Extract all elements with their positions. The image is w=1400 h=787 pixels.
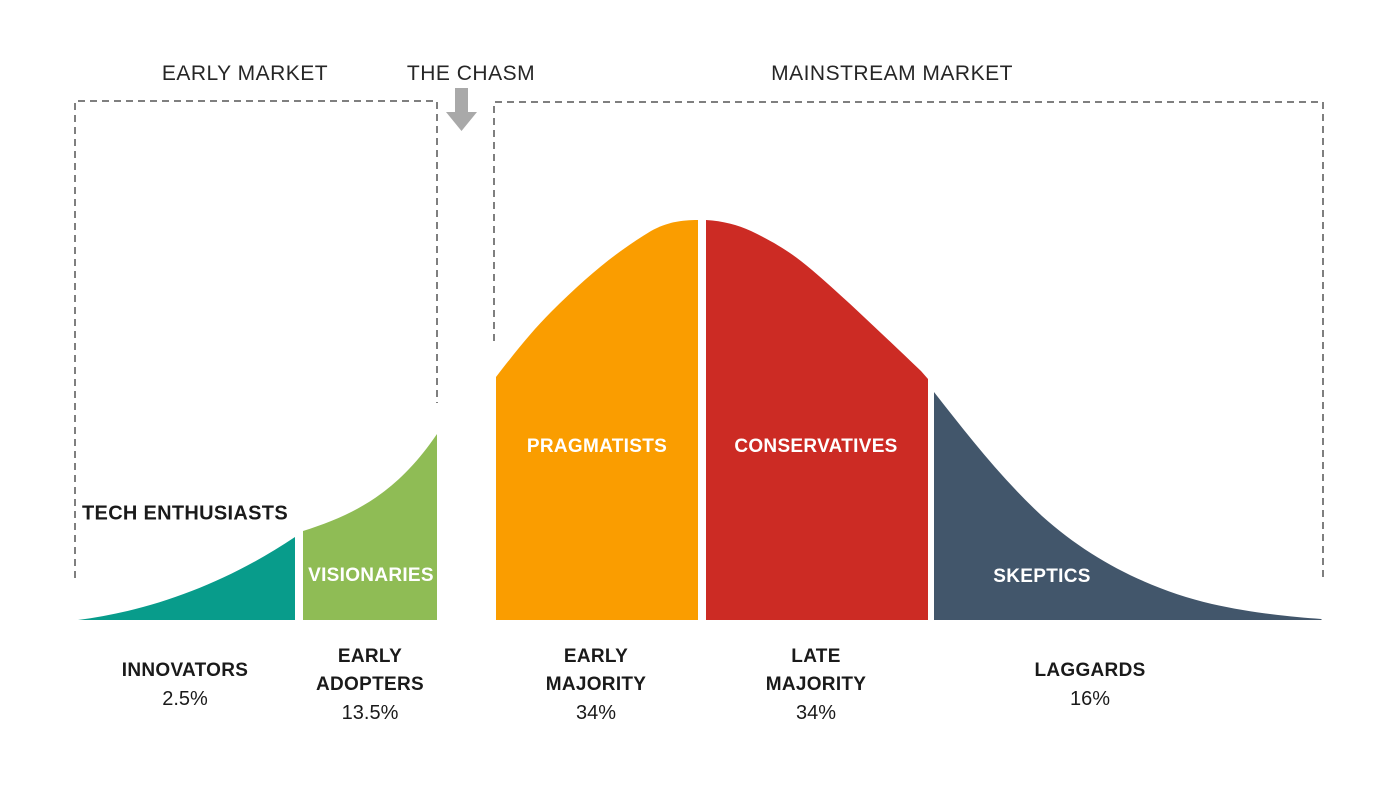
axis-label-early-majority: EARLY MAJORITY [545,646,647,695]
pragmatists-label: PRAGMATISTS [526,436,668,457]
axis-group-innovators: INNOVATORS 2.5% [122,657,249,714]
segment-laggards [934,392,1322,620]
mainstream-market-title: MAINSTREAM MARKET [771,62,1013,85]
axis-group-laggards: LAGGARDS 16% [1034,657,1145,714]
chasm-down-arrow-icon [446,88,477,131]
axis-percent-innovators: 2.5% [162,688,208,710]
skeptics-label: SKEPTICS [993,566,1091,587]
axis-group-early-majority: EARLY MAJORITY 34% [546,643,647,728]
segment-early-adopters [303,434,437,620]
axis-percent-late-majority: 34% [795,702,837,724]
axis-group-late-majority: LATE MAJORITY 34% [766,643,867,728]
axis-label-late-majority: LATE MAJORITY [765,646,867,695]
axis-label-innovators: INNOVATORS [121,660,249,681]
visionaries-label: VISIONARIES [308,565,434,586]
early-market-dashed-box [74,100,438,578]
mainstream-market-dashed-box [493,101,1324,577]
axis-label-early-adopters: EARLY ADOPTERS [316,646,424,695]
axis-percent-early-adopters: 13.5% [341,702,399,724]
segment-innovators [78,537,295,620]
tech-enthusiasts-label: TECH ENTHUSIASTS [82,502,288,525]
axis-percent-laggards: 16% [1069,688,1111,710]
axis-group-early-adopters: EARLY ADOPTERS 13.5% [316,643,424,728]
chasm-title: THE CHASM [406,62,536,85]
early-market-title: EARLY MARKET [161,62,329,85]
axis-percent-early-majority: 34% [575,702,617,724]
segment-early-majority [496,220,698,620]
axis-label-laggards: LAGGARDS [1034,660,1146,681]
segment-late-majority [706,220,928,620]
conservatives-label: CONSERVATIVES [734,436,898,457]
